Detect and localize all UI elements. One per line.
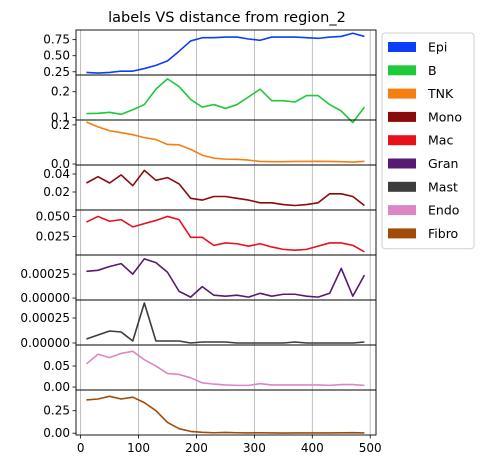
subplot-gran: 0.00000 0.00025: [20, 254, 377, 305]
legend-label-mac: Mac: [428, 133, 453, 148]
subplot-frame: [75, 254, 377, 301]
series-line-tnk: [86, 121, 365, 163]
legend-swatch-fibro: [388, 228, 416, 239]
y-tick-label: 0.25: [43, 65, 70, 79]
legend-label-mast: Mast: [428, 179, 458, 194]
y-tick-label: 0.00025: [20, 267, 70, 281]
y-tick-label: 0.75: [43, 33, 70, 47]
subplot-mac: 0.025 0.050: [36, 209, 377, 256]
y-tick-label: 0.50: [43, 49, 70, 63]
legend-label-endo: Endo: [428, 203, 459, 218]
series-line-endo: [85, 350, 365, 387]
x-tick-label: 100: [127, 441, 150, 455]
series-line-fibro: [86, 395, 365, 434]
series-line-gran: [86, 258, 366, 298]
subplot-frame: [75, 299, 377, 346]
y-tick-label: 0.1: [51, 110, 70, 124]
legend-swatch-mast: [388, 181, 416, 192]
series-line-mono: [86, 169, 365, 207]
subplot-endo: 0.00 0.05: [43, 344, 377, 394]
y-tick-label: 0.05: [43, 359, 70, 373]
y-tick-label: 0.2: [51, 85, 70, 99]
y-tick-label: 0.00: [43, 426, 70, 440]
legend-label-epi: Epi: [428, 40, 447, 55]
legend-label-mono: Mono: [428, 109, 462, 124]
x-axis: 0 100 200 300 400 500: [77, 435, 382, 455]
y-tick-label: 0.04: [43, 167, 70, 181]
y-tick-label: 0.0: [51, 157, 70, 171]
y-tick-label: 0.00000: [20, 336, 70, 350]
chart-title: labels VS distance from region_2: [108, 10, 346, 26]
x-tick-label: 0: [77, 441, 85, 455]
legend-label-gran: Gran: [428, 156, 458, 171]
x-tick-label: 200: [185, 441, 208, 455]
subplot-tnk: 0.0 0.2: [51, 118, 377, 171]
y-tick-label: 0.02: [43, 185, 70, 199]
legend-swatch-endo: [388, 205, 416, 216]
subplot-frame: [75, 389, 377, 436]
series-line-epi: [86, 32, 365, 74]
y-tick-label: 0.25: [43, 404, 70, 418]
x-tick-label: 300: [243, 441, 266, 455]
series-line-mast: [86, 302, 365, 344]
y-tick-label: 0.2: [51, 118, 70, 132]
subplot-fibro: 0.00 0.25: [43, 389, 377, 440]
y-tick-label: 0.00: [43, 380, 70, 394]
legend-swatch-b: [388, 65, 416, 76]
legend-frame: [381, 32, 475, 250]
legend-swatch-mac: [388, 135, 416, 146]
subplot-b: 0.1 0.2: [51, 74, 377, 124]
legend-label-b: B: [428, 63, 437, 78]
subplot-frame: [75, 164, 377, 211]
subplot-epi: 0.25 0.50 0.75: [43, 29, 377, 79]
legend-swatch-gran: [388, 158, 416, 169]
subplot-frame: [75, 74, 377, 121]
legend-label-fibro: Fibro: [428, 226, 458, 241]
legend-swatch-epi: [388, 42, 416, 52]
subplot-frame: [75, 209, 377, 256]
series-line-b: [86, 78, 366, 124]
x-tick-label: 500: [359, 441, 382, 455]
legend-swatch-tnk: [388, 88, 416, 99]
subplot-frame: [75, 344, 377, 391]
subplots: 0.250.500.750.10.20.00.20.020.040.0250.0…: [20, 29, 377, 440]
legend-label-tnk: TNK: [427, 86, 454, 101]
y-tick-label: 0.00000: [20, 291, 70, 305]
legend-swatch-mono: [388, 111, 416, 122]
y-tick-label: 0.00025: [20, 311, 70, 325]
subplot-frame: [75, 119, 377, 166]
series-line-mac: [86, 215, 365, 253]
y-tick-label: 0.050: [36, 209, 70, 223]
subplot-mono: 0.02 0.04: [43, 164, 377, 211]
subplot-mast: 0.00000 0.00025: [20, 299, 377, 350]
y-tick-label: 0.025: [36, 230, 70, 244]
legend: Epi B TNK Mono Mac Gran Mast Endo Fibro: [381, 32, 475, 250]
x-tick-label: 400: [301, 441, 324, 455]
